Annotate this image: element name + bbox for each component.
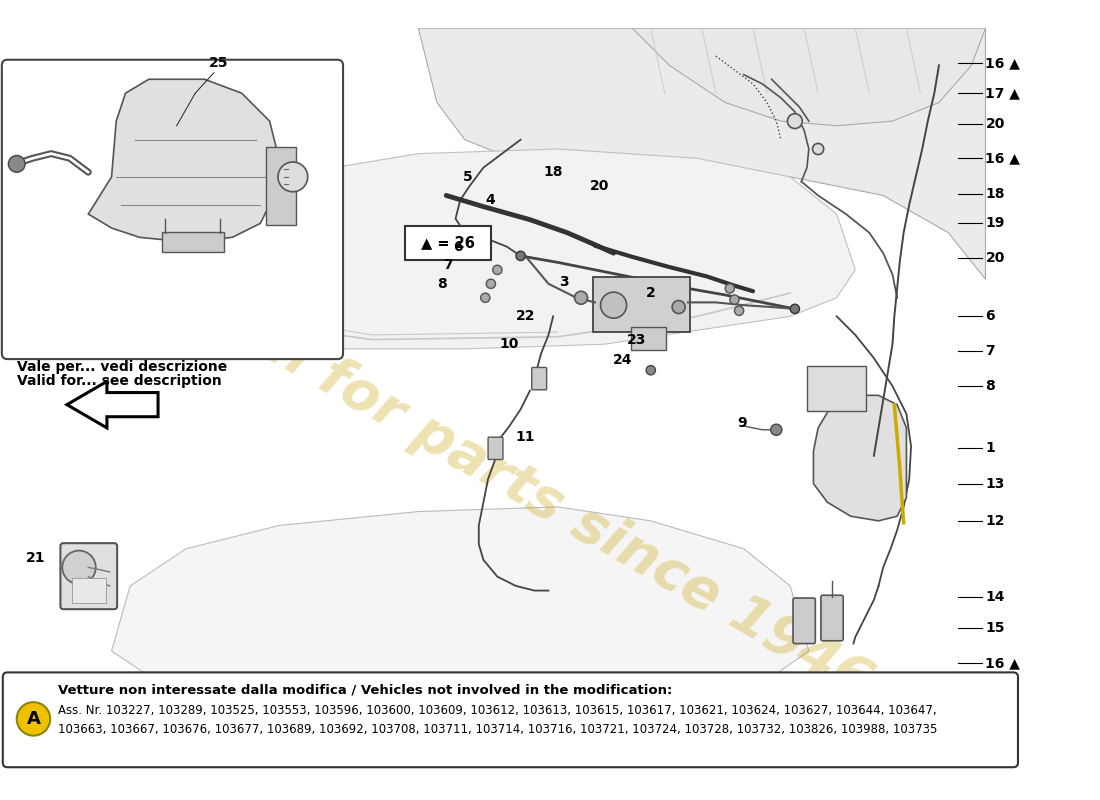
Text: 24: 24	[613, 353, 632, 367]
Text: 7: 7	[986, 344, 996, 358]
FancyBboxPatch shape	[821, 595, 844, 641]
Text: 10: 10	[499, 338, 519, 351]
Circle shape	[813, 143, 824, 154]
FancyBboxPatch shape	[405, 226, 491, 260]
Text: 25: 25	[209, 56, 228, 70]
Text: 16 ▲: 16 ▲	[986, 656, 1021, 670]
Text: 16 ▲: 16 ▲	[986, 57, 1021, 70]
FancyBboxPatch shape	[593, 278, 690, 332]
Text: 103663, 103667, 103676, 103677, 103689, 103692, 103708, 103711, 103714, 103716, : 103663, 103667, 103676, 103677, 103689, …	[57, 722, 937, 736]
Circle shape	[9, 155, 25, 172]
Text: A: A	[26, 710, 41, 728]
Text: 15: 15	[986, 621, 1005, 634]
FancyBboxPatch shape	[793, 598, 815, 643]
Circle shape	[278, 162, 308, 192]
FancyBboxPatch shape	[162, 232, 224, 252]
Text: 8: 8	[986, 379, 996, 393]
Text: 9: 9	[737, 416, 747, 430]
Text: 14: 14	[986, 590, 1005, 604]
Polygon shape	[111, 507, 808, 721]
Polygon shape	[111, 149, 856, 349]
Text: ▲ = 26: ▲ = 26	[421, 235, 475, 250]
Circle shape	[771, 424, 782, 435]
Circle shape	[16, 702, 51, 736]
Circle shape	[788, 114, 802, 129]
Polygon shape	[88, 79, 279, 242]
Text: Valid for... see description: Valid for... see description	[16, 374, 221, 388]
Text: 21: 21	[25, 551, 45, 565]
Text: 2: 2	[646, 286, 656, 300]
Circle shape	[63, 550, 96, 584]
Circle shape	[516, 251, 526, 261]
Circle shape	[735, 306, 744, 315]
FancyBboxPatch shape	[3, 672, 1018, 767]
Text: 5: 5	[463, 170, 473, 184]
Circle shape	[481, 293, 490, 302]
Circle shape	[646, 366, 656, 375]
FancyBboxPatch shape	[72, 578, 106, 602]
Text: 18: 18	[543, 166, 563, 179]
FancyBboxPatch shape	[807, 366, 867, 411]
Circle shape	[601, 292, 627, 318]
Circle shape	[725, 284, 735, 293]
FancyBboxPatch shape	[531, 367, 547, 390]
FancyBboxPatch shape	[2, 60, 343, 359]
Circle shape	[574, 291, 587, 304]
Text: 4: 4	[485, 193, 495, 207]
Circle shape	[672, 301, 685, 314]
FancyBboxPatch shape	[266, 147, 296, 226]
Circle shape	[486, 279, 495, 289]
Text: 17 ▲: 17 ▲	[986, 86, 1021, 100]
Polygon shape	[632, 28, 986, 126]
Text: 16 ▲: 16 ▲	[986, 151, 1021, 166]
Text: 6: 6	[986, 310, 996, 323]
Text: 8: 8	[437, 277, 447, 290]
Text: 20: 20	[986, 250, 1004, 265]
Polygon shape	[814, 395, 906, 521]
Text: 12: 12	[986, 514, 1005, 528]
Text: 23: 23	[627, 333, 647, 346]
Text: 3: 3	[560, 275, 569, 289]
Text: 11: 11	[516, 430, 535, 444]
Text: 7: 7	[443, 258, 453, 272]
Text: 6: 6	[453, 240, 463, 254]
Polygon shape	[418, 28, 986, 279]
Circle shape	[729, 295, 739, 304]
Text: Ass. Nr. 103227, 103289, 103525, 103553, 103596, 103600, 103609, 103612, 103613,: Ass. Nr. 103227, 103289, 103525, 103553,…	[57, 704, 936, 717]
Text: 20: 20	[986, 117, 1004, 131]
Polygon shape	[67, 382, 158, 428]
Text: 22: 22	[516, 310, 535, 323]
Circle shape	[493, 265, 502, 274]
Circle shape	[790, 304, 800, 314]
FancyBboxPatch shape	[488, 437, 503, 459]
FancyBboxPatch shape	[631, 327, 666, 350]
Text: 1: 1	[986, 442, 996, 455]
Text: passion for parts since 1946: passion for parts since 1946	[86, 220, 881, 710]
FancyBboxPatch shape	[60, 543, 117, 609]
Text: Vetture non interessate dalla modifica / Vehicles not involved in the modificati: Vetture non interessate dalla modifica /…	[57, 683, 672, 697]
Text: 13: 13	[986, 477, 1004, 490]
Text: Vale per... vedi descrizione: Vale per... vedi descrizione	[16, 360, 227, 374]
Text: 19: 19	[986, 216, 1004, 230]
Text: 18: 18	[986, 186, 1005, 201]
Text: 20: 20	[590, 179, 609, 193]
